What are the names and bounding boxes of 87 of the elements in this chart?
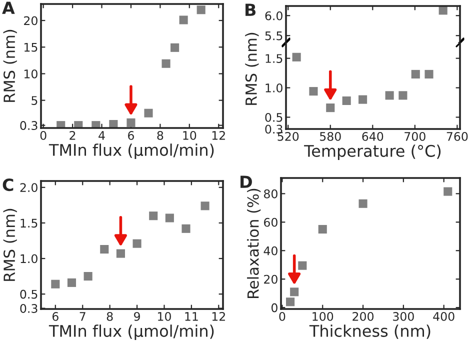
- x-tick-label: 8: [106, 312, 113, 321]
- point: [196, 6, 206, 14]
- x-tick-label: 760: [446, 132, 468, 141]
- y-tick-label: 40: [264, 246, 278, 256]
- y-tick-label: 6.0: [265, 11, 282, 20]
- y-tick-label: 1.5: [20, 218, 38, 228]
- point: [179, 16, 188, 24]
- point: [84, 272, 92, 281]
- point: [326, 104, 335, 112]
- y-tick-label: 15: [24, 42, 38, 52]
- point: [165, 214, 174, 222]
- text: B: [246, 4, 256, 16]
- y-axis-title: Relaxation (%): [247, 188, 261, 298]
- x-tick-label: 10: [183, 130, 196, 140]
- y-tick-label: 1.5: [266, 54, 282, 63]
- point: [292, 52, 301, 62]
- point: [116, 249, 125, 258]
- point: [162, 59, 170, 68]
- x-tick-label: 400: [433, 312, 454, 321]
- point: [132, 239, 142, 248]
- x-tick-label: 8: [157, 130, 164, 140]
- point: [51, 280, 60, 288]
- point: [411, 70, 420, 78]
- point: [309, 87, 318, 96]
- x-tick-label: 12: [212, 130, 225, 140]
- y-tick-label: 0: [271, 303, 278, 312]
- x-tick-label: 300: [393, 312, 414, 321]
- y-tick-label: 5.5: [265, 31, 282, 40]
- y-tick-label: 0.3: [20, 304, 38, 313]
- x-tick-label: 100: [312, 312, 334, 321]
- point: [182, 224, 190, 233]
- point: [100, 244, 109, 254]
- x-tick-label: 200: [352, 312, 374, 321]
- x-axis-title: TMIn flux (μmol/min): [48, 324, 214, 340]
- point: [385, 91, 394, 100]
- y-axis-title: RMS (nm): [3, 208, 17, 281]
- point: [318, 224, 327, 234]
- text: A: [2, 2, 15, 14]
- x-axis-title: Thickness (nm): [309, 324, 430, 339]
- x-axis-title: Temperature (°C): [304, 144, 441, 160]
- x-tick-label: 640: [362, 132, 384, 141]
- point: [424, 70, 434, 78]
- x-tick-label: 2: [70, 130, 76, 140]
- x-tick-label: 11: [185, 312, 198, 321]
- y-tick-label: 1.0: [20, 254, 38, 264]
- y-tick-label: 0.3: [265, 124, 282, 134]
- x-tick-label: 0: [40, 130, 46, 140]
- y-tick-label: 80: [264, 189, 278, 198]
- x-tick-label: 4: [98, 131, 105, 140]
- y-axis-title: RMS (nm): [245, 32, 259, 105]
- y-axis-title: RMS (nm): [3, 30, 17, 102]
- point: [126, 118, 136, 127]
- x-tick-label: 12: [212, 312, 225, 321]
- y-tick-label: 0.5: [20, 290, 38, 299]
- x-tick-label: 700: [404, 132, 426, 141]
- y-tick-label: 1.0: [266, 83, 282, 92]
- y-tick-label: 2.0: [20, 183, 38, 192]
- text: C: [2, 178, 14, 192]
- point: [149, 212, 158, 220]
- y-tick-label: 20: [24, 16, 38, 26]
- x-tick-label: 6: [128, 130, 134, 140]
- point: [358, 95, 368, 104]
- x-tick-label: 520: [278, 132, 299, 141]
- y-tick-label: 0.5: [265, 112, 282, 122]
- y-tick-label: 5: [32, 96, 38, 105]
- y-tick-label: 0.3: [20, 121, 38, 130]
- x-tick-label: 9: [134, 312, 140, 321]
- x-axis-title: TMIn flux (μmol/min): [48, 144, 214, 160]
- y-tick-label: 20: [264, 274, 278, 284]
- point: [144, 108, 153, 118]
- point: [358, 199, 368, 208]
- point: [200, 202, 210, 210]
- point: [444, 187, 452, 196]
- point: [67, 278, 76, 287]
- y-tick-label: 10: [24, 69, 38, 78]
- point: [398, 91, 408, 100]
- x-tick-label: 7: [80, 312, 86, 321]
- x-tick-label: 10: [158, 312, 171, 321]
- point: [170, 43, 180, 52]
- text: D: [240, 176, 252, 188]
- y-tick-label: 60: [264, 218, 278, 227]
- point: [298, 261, 307, 270]
- x-tick-label: 6: [52, 312, 58, 321]
- point: [286, 298, 295, 306]
- point: [290, 288, 299, 296]
- x-tick-label: 580: [320, 132, 341, 141]
- point: [342, 96, 351, 106]
